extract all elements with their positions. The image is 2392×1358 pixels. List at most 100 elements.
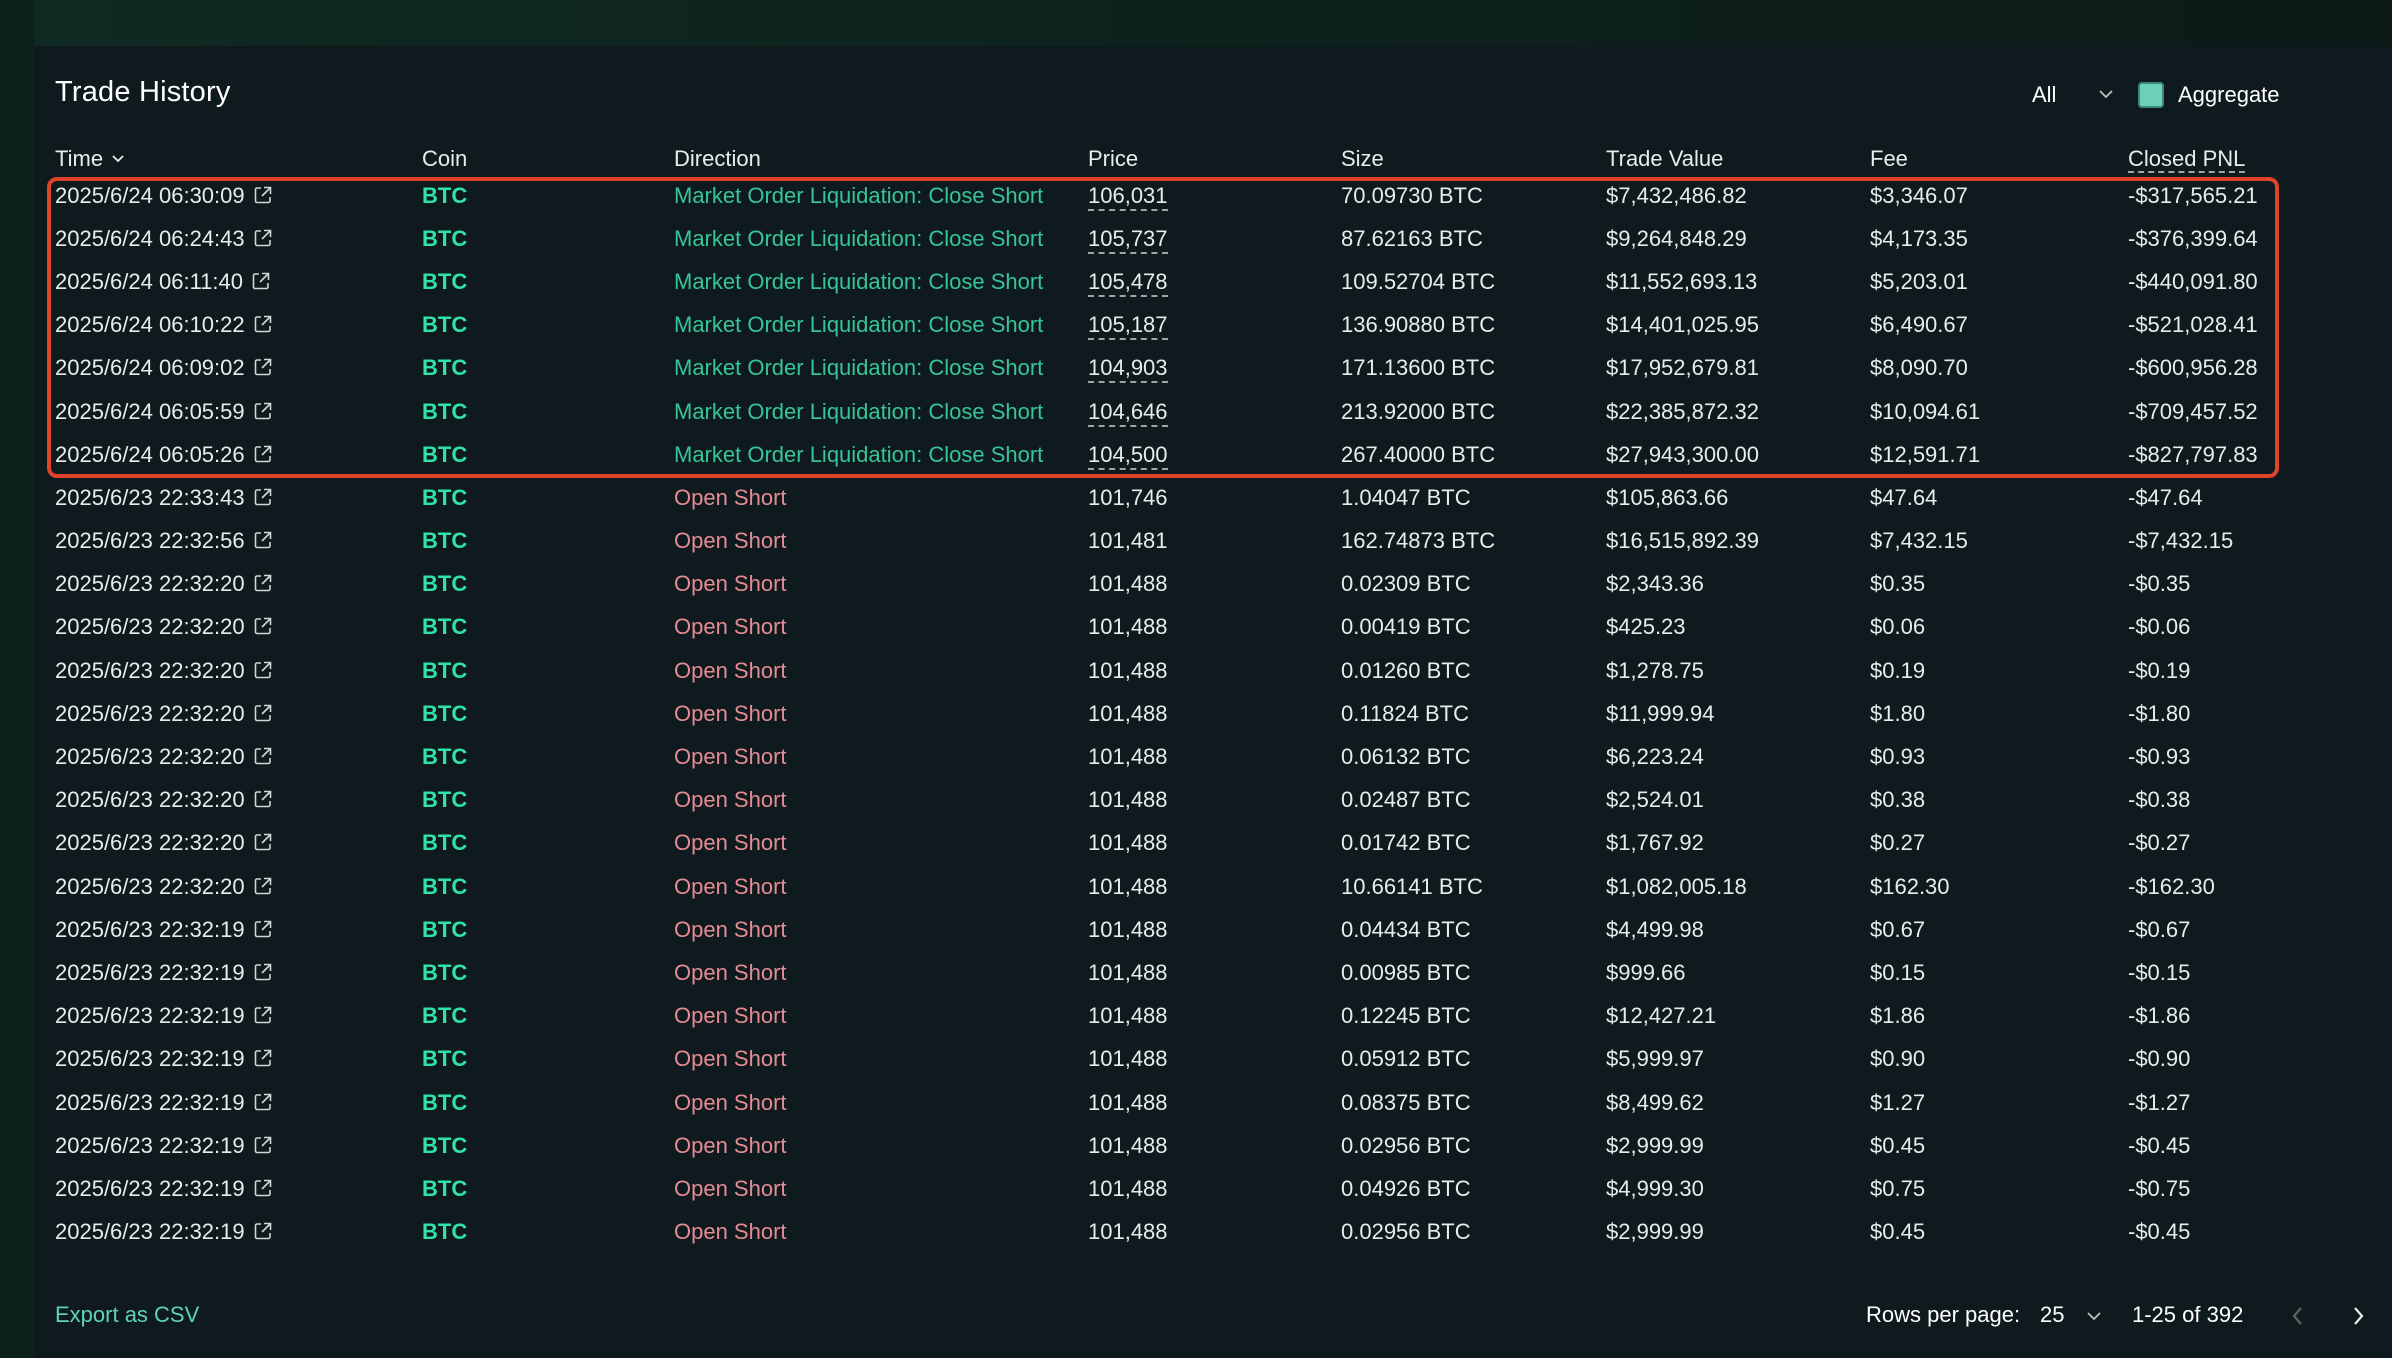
cell-size: 1.04047 BTC [1341, 484, 1471, 510]
cell-closed-pnl: -$600,956.28 [2128, 355, 2258, 381]
cell-coin[interactable]: BTC [422, 657, 468, 683]
cell-closed-pnl: -$376,399.64 [2128, 225, 2258, 251]
cell-fee: $162.30 [1870, 873, 1950, 899]
price-text[interactable]: 105,478 [1088, 268, 1168, 297]
cell-closed-pnl: -$1.80 [2128, 700, 2191, 726]
cell-coin[interactable]: BTC [422, 959, 468, 985]
cell-coin[interactable]: BTC [422, 355, 468, 381]
external-link-icon[interactable] [252, 529, 274, 551]
cell-time: 2025/6/23 22:32:20 [55, 865, 422, 908]
external-link-icon[interactable] [252, 745, 274, 767]
table-row: 2025/6/23 22:32:19 BTC Open Short 101,488 0.… [55, 1038, 2355, 1081]
cell-coin[interactable]: BTC [422, 1132, 468, 1158]
cell-coin[interactable]: BTC [422, 1175, 468, 1201]
external-link-icon[interactable] [252, 356, 274, 378]
external-link-icon[interactable] [252, 1004, 274, 1026]
rows-per-page-select[interactable]: 25 [2040, 1302, 2065, 1327]
cell-price: 101,488 [1088, 1124, 1341, 1167]
cell-time: 2025/6/23 22:32:19 [55, 995, 422, 1038]
price-text[interactable]: 105,187 [1088, 312, 1168, 341]
filter-select[interactable]: All [2032, 82, 2057, 107]
external-link-icon[interactable] [252, 184, 274, 206]
cell-coin[interactable]: BTC [422, 441, 468, 467]
external-link-icon[interactable] [252, 1220, 274, 1242]
cell-size: 0.11824 BTC [1341, 700, 1470, 726]
table-row: 2025/6/23 22:32:19 BTC Open Short 101,488 0.… [55, 1081, 2355, 1124]
cell-coin[interactable]: BTC [422, 873, 468, 899]
cell-direction: Open Short [674, 873, 787, 899]
external-link-icon[interactable] [252, 572, 274, 594]
cell-coin[interactable]: BTC [422, 787, 468, 813]
external-link-icon[interactable] [252, 875, 274, 897]
external-link-icon[interactable] [252, 1134, 274, 1156]
chevron-down-icon[interactable] [2084, 1306, 2104, 1326]
external-link-icon[interactable] [252, 1177, 274, 1199]
external-link-icon[interactable] [252, 486, 274, 508]
cell-coin[interactable]: BTC [422, 268, 468, 294]
price-text: 101,488 [1088, 916, 1168, 942]
cell-coin[interactable]: BTC [422, 182, 468, 208]
external-link-icon[interactable] [252, 918, 274, 940]
cell-closed-pnl: -$0.75 [2128, 1175, 2191, 1201]
aggregate-label: Aggregate [2178, 82, 2280, 107]
cell-coin[interactable]: BTC [422, 225, 468, 251]
external-link-icon[interactable] [252, 702, 274, 724]
external-link-icon[interactable] [252, 788, 274, 810]
external-link-icon[interactable] [252, 227, 274, 249]
cell-coin[interactable]: BTC [422, 614, 468, 640]
cell-fee: $12,591.71 [1870, 441, 1981, 467]
price-text: 101,488 [1088, 614, 1168, 640]
external-link-icon[interactable] [252, 400, 274, 422]
table-row: 2025/6/24 06:11:40 BTC Market Order Liquid… [55, 260, 2355, 303]
external-link-icon[interactable] [252, 443, 274, 465]
external-link-icon[interactable] [250, 270, 272, 292]
external-link-icon[interactable] [252, 1047, 274, 1069]
chevron-right-icon[interactable] [2346, 1304, 2370, 1328]
cell-direction: Open Short [674, 700, 787, 726]
external-link-icon[interactable] [252, 659, 274, 681]
table-row: 2025/6/24 06:24:43 BTC Market Order Liquid… [55, 217, 2355, 260]
cell-coin[interactable]: BTC [422, 1219, 468, 1245]
cell-coin[interactable]: BTC [422, 1046, 468, 1072]
cell-coin[interactable]: BTC [422, 700, 468, 726]
external-link-icon[interactable] [252, 961, 274, 983]
price-text[interactable]: 104,646 [1088, 398, 1168, 427]
cell-trade-value: $1,767.92 [1606, 830, 1704, 856]
time-text: 2025/6/23 22:32:19 [55, 959, 245, 985]
price-text[interactable]: 104,903 [1088, 355, 1168, 384]
cell-direction: Market Order Liquidation: Close Short [674, 182, 1044, 208]
time-text: 2025/6/24 06:09:02 [55, 355, 245, 381]
cell-coin[interactable]: BTC [422, 1003, 468, 1029]
cell-coin[interactable]: BTC [422, 916, 468, 942]
external-link-icon[interactable] [252, 831, 274, 853]
cell-size: 70.09730 BTC [1341, 182, 1483, 208]
external-link-icon[interactable] [252, 1091, 274, 1113]
price-text[interactable]: 105,737 [1088, 225, 1168, 254]
table-row: 2025/6/23 22:32:19 BTC Open Short 101,488 0.… [55, 908, 2355, 951]
chevron-down-icon[interactable] [2096, 84, 2116, 104]
cell-closed-pnl: -$0.45 [2128, 1132, 2191, 1158]
column-header-time[interactable]: Time [55, 144, 422, 174]
aggregate-checkbox[interactable] [2138, 82, 2164, 108]
chevron-left-icon[interactable] [2286, 1304, 2310, 1328]
price-text: 101,488 [1088, 959, 1168, 985]
cell-coin[interactable]: BTC [422, 1089, 468, 1115]
cell-coin[interactable]: BTC [422, 830, 468, 856]
cell-coin[interactable]: BTC [422, 484, 468, 510]
cell-coin[interactable]: BTC [422, 744, 468, 770]
chevron-down-icon[interactable] [109, 150, 127, 168]
price-text[interactable]: 106,031 [1088, 182, 1168, 211]
price-text[interactable]: 104,500 [1088, 441, 1168, 470]
export-csv-button[interactable]: Export as CSV [55, 1302, 200, 1327]
cell-direction: Open Short [674, 484, 787, 510]
cell-closed-pnl: -$0.38 [2128, 787, 2191, 813]
external-link-icon[interactable] [252, 615, 274, 637]
cell-coin[interactable]: BTC [422, 312, 468, 338]
cell-trade-value: $11,552,693.13 [1606, 268, 1758, 294]
external-link-icon[interactable] [252, 313, 274, 335]
cell-coin[interactable]: BTC [422, 398, 468, 424]
cell-coin[interactable]: BTC [422, 571, 468, 597]
cell-trade-value: $14,401,025.95 [1606, 312, 1759, 338]
cell-coin[interactable]: BTC [422, 528, 468, 554]
cell-price: 101,488 [1088, 822, 1341, 865]
